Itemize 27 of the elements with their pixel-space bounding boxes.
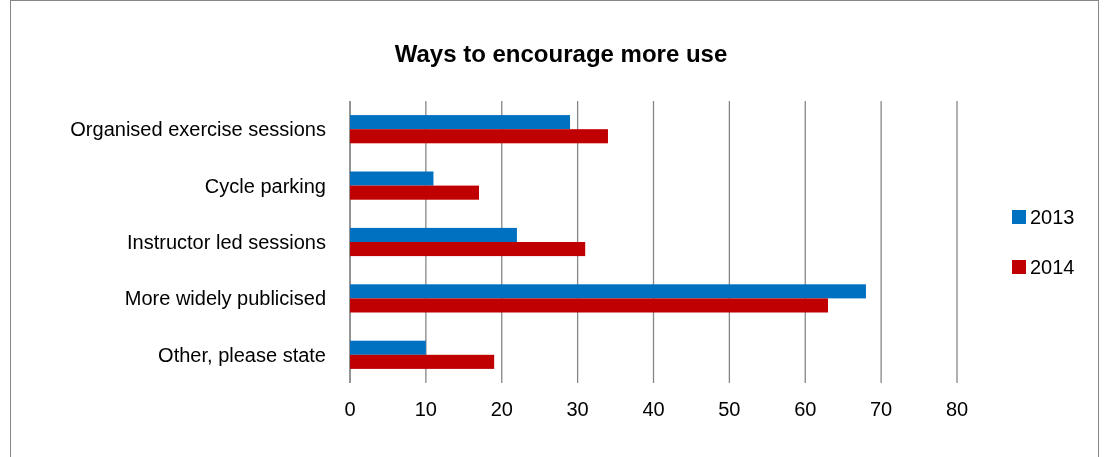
bar (350, 227, 517, 242)
bar (350, 129, 608, 144)
bar (350, 185, 479, 200)
y-tick-label: Other, please state (158, 343, 326, 366)
x-tick-label: 10 (414, 398, 437, 420)
bar (350, 115, 571, 130)
bar (350, 242, 586, 257)
x-tick-label: 70 (870, 398, 893, 420)
y-tick-label: Instructor led sessions (127, 231, 326, 253)
bar (350, 354, 495, 369)
legend-label: 2013 (1030, 206, 1075, 228)
x-tick-label: 50 (718, 398, 741, 420)
bar (350, 284, 866, 299)
chart-title: Ways to encourage more use (394, 40, 728, 67)
y-tick-label: Organised exercise sessions (70, 118, 326, 141)
x-tick-label: 20 (490, 398, 513, 420)
x-tick-label: 80 (945, 398, 969, 420)
y-tick-label: More widely publicised (124, 287, 326, 310)
legend-label: 2014 (1030, 256, 1075, 278)
x-tick-label: 40 (642, 398, 665, 420)
x-tick-label: 60 (794, 398, 817, 420)
x-tick-label: 30 (566, 398, 589, 420)
bar (350, 340, 426, 355)
y-tick-label: Cycle parking (204, 174, 326, 197)
x-tick-label: 0 (344, 398, 356, 420)
bar (350, 171, 434, 186)
bar (350, 298, 829, 313)
